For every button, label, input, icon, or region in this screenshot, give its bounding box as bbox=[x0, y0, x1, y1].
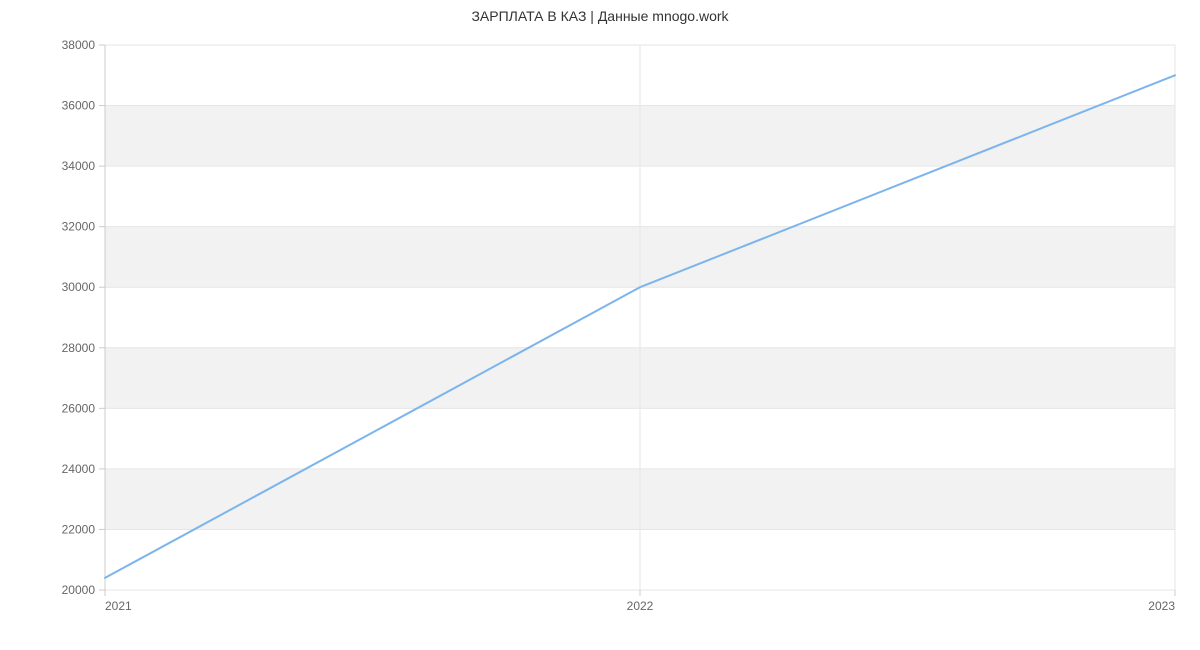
y-tick-label: 38000 bbox=[62, 38, 96, 52]
x-tick-label: 2021 bbox=[105, 599, 132, 613]
x-tick-label: 2023 bbox=[1148, 599, 1175, 613]
chart-title: ЗАРПЛАТА В КАЗ | Данные mnogo.work bbox=[0, 8, 1200, 24]
y-tick-label: 30000 bbox=[62, 280, 96, 294]
y-tick-label: 24000 bbox=[62, 462, 96, 476]
x-tick-label: 2022 bbox=[627, 599, 654, 613]
y-tick-label: 36000 bbox=[62, 99, 96, 113]
y-tick-label: 32000 bbox=[62, 220, 96, 234]
y-tick-label: 28000 bbox=[62, 341, 96, 355]
salary-chart: ЗАРПЛАТА В КАЗ | Данные mnogo.work 20000… bbox=[0, 0, 1200, 650]
chart-svg: 20000 22000 24000 26000 28000 30000 32000 34000… bbox=[0, 0, 1200, 650]
y-tick-label: 26000 bbox=[62, 401, 96, 415]
y-tick-label: 22000 bbox=[62, 522, 96, 536]
y-tick-label: 20000 bbox=[62, 583, 96, 597]
y-tick-label: 34000 bbox=[62, 159, 96, 173]
